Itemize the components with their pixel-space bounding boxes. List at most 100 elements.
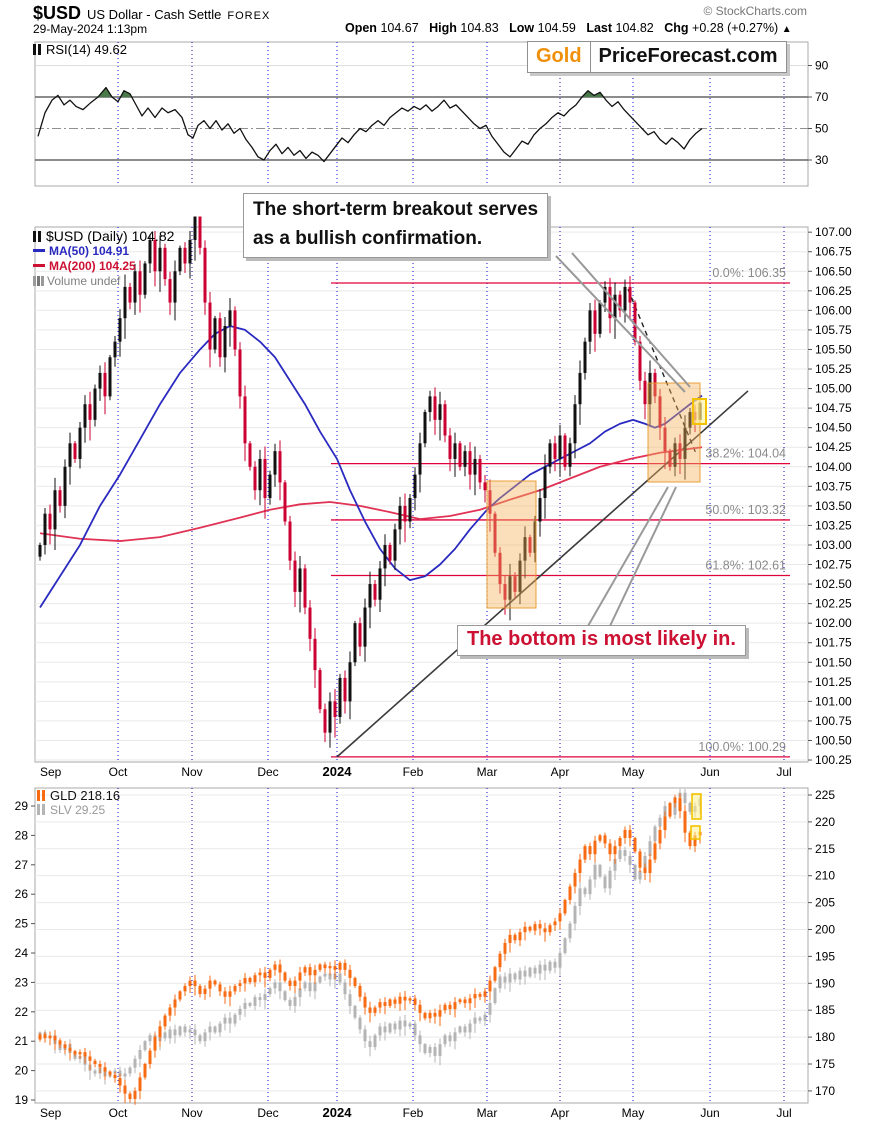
svg-text:24: 24 (15, 946, 29, 960)
svg-text:190: 190 (815, 976, 835, 990)
up-arrow-icon: ▲ (781, 24, 792, 35)
svg-text:Feb: Feb (403, 765, 424, 779)
chg-value: +0.28 (+0.27%) (692, 21, 779, 35)
svg-text:103.50: 103.50 (815, 499, 852, 513)
svg-text:2024: 2024 (323, 1105, 353, 1120)
volume-label: Volume undef (47, 274, 121, 288)
svg-text:104.00: 104.00 (815, 460, 852, 474)
slv-candle-icon (37, 804, 46, 815)
svg-text:22: 22 (15, 1005, 29, 1019)
svg-text:175: 175 (815, 1057, 835, 1071)
svg-text:19: 19 (15, 1093, 29, 1107)
breakout-annotation-line1: The short-term breakout serves (253, 199, 539, 220)
svg-text:210: 210 (815, 869, 835, 883)
breakout-annotation: The short-term breakout serves as a bull… (243, 193, 549, 258)
svg-text:23: 23 (15, 975, 29, 989)
svg-text:106.25: 106.25 (815, 284, 852, 298)
svg-text:105.25: 105.25 (815, 362, 852, 376)
svg-text:170: 170 (815, 1084, 835, 1098)
svg-text:106.00: 106.00 (815, 303, 852, 317)
rsi-legend-label: RSI(14) 49.62 (46, 42, 127, 57)
main-legend: $USD (Daily) 104.82 MA(50) 104.91 MA(200… (33, 229, 174, 289)
main-right-axis: 107.00 106.75 106.50 106.25 106.00 105.75 105.… (808, 225, 852, 767)
svg-text:103.75: 103.75 (815, 479, 852, 493)
main-legend-title: $USD (Daily) 104.82 (33, 229, 174, 244)
svg-text:101.00: 101.00 (815, 694, 852, 708)
svg-text:0.0%: 106.35: 0.0%: 106.35 (712, 266, 786, 280)
slv-legend: SLV 29.25 (37, 803, 120, 817)
svg-text:Apr: Apr (551, 1106, 570, 1120)
svg-text:Nov: Nov (181, 1106, 202, 1120)
svg-text:May: May (622, 765, 645, 779)
svg-text:104.25: 104.25 (815, 440, 852, 454)
svg-text:Jun: Jun (700, 1106, 719, 1120)
svg-text:2024: 2024 (323, 764, 353, 779)
svg-text:180: 180 (815, 1030, 835, 1044)
svg-text:100.50: 100.50 (815, 733, 852, 747)
candlestick-icon (33, 231, 42, 242)
svg-text:100.25: 100.25 (815, 753, 852, 767)
volume-legend: Volume undef (33, 274, 174, 289)
open-label: Open (345, 21, 377, 35)
svg-text:195: 195 (815, 949, 835, 963)
svg-text:30: 30 (815, 153, 829, 167)
month-axis: Sep Sep Oct Oct Nov Nov Dec Dec 2024 2024 Feb Feb Ma… (40, 764, 792, 1120)
quote-datetime: 29-May-2024 1:13pm (33, 22, 148, 36)
gld-label: GLD 218.16 (50, 788, 121, 803)
svg-text:90: 90 (815, 59, 829, 73)
svg-text:Dec: Dec (257, 765, 278, 779)
bottom-panel: 225 220 215 210 205 200 195 190 185 180 175 170 29 28… (15, 788, 836, 1107)
svg-text:Oct: Oct (109, 1106, 128, 1120)
svg-text:May: May (622, 1106, 645, 1120)
high-value: 104.83 (460, 21, 499, 35)
svg-text:Dec: Dec (257, 1106, 278, 1120)
chart-title: $USD US Dollar - Cash Settle FOREX (33, 3, 270, 24)
ma50-line-icon (33, 249, 45, 252)
svg-text:Nov: Nov (181, 765, 202, 779)
svg-text:103.25: 103.25 (815, 518, 852, 532)
exchange-label: FOREX (227, 10, 271, 22)
svg-text:Feb: Feb (403, 1106, 424, 1120)
svg-text:103.00: 103.00 (815, 538, 852, 552)
ticker-description: US Dollar - Cash Settle (87, 7, 222, 22)
svg-text:26: 26 (15, 887, 29, 901)
svg-text:20: 20 (15, 1064, 29, 1078)
svg-text:185: 185 (815, 1003, 835, 1017)
quote-summary: Open 104.67 High 104.83 Low 104.59 Last … (345, 21, 792, 35)
month-gridlines (117, 42, 785, 1103)
gld-candle-icon (37, 790, 46, 801)
logo-gold-text: Gold (528, 42, 591, 72)
svg-text:100.75: 100.75 (815, 714, 852, 728)
candlestick-icon (33, 44, 42, 55)
svg-text:Mar: Mar (477, 1106, 498, 1120)
logo-rest-text: PriceForecast.com (598, 45, 778, 67)
svg-text:102.00: 102.00 (815, 616, 852, 630)
ma200-line-icon (33, 264, 45, 267)
bottom-annotation-text: The bottom is most likely in. (467, 628, 736, 650)
svg-text:106.75: 106.75 (815, 245, 852, 259)
last-value: 104.82 (615, 21, 654, 35)
low-value: 104.59 (537, 21, 576, 35)
slv-label: SLV 29.25 (50, 803, 106, 817)
svg-text:21: 21 (15, 1034, 29, 1048)
svg-text:27: 27 (15, 858, 29, 872)
main-panel: 0.0%: 106.35 38.2%: 104.04 50.0%: 103.32 61… (38, 216, 790, 758)
svg-text:220: 220 (815, 815, 835, 829)
ma50-legend: MA(50) 104.91 (33, 244, 174, 259)
svg-text:61.8%: 102.61: 61.8%: 102.61 (705, 558, 786, 572)
bottom-legend: GLD 218.16 SLV 29.25 (37, 789, 120, 817)
svg-text:101.25: 101.25 (815, 675, 852, 689)
svg-text:215: 215 (815, 842, 835, 856)
svg-text:205: 205 (815, 896, 835, 910)
annotation-pointers (555, 252, 691, 627)
copyright-label: © StockCharts.com (703, 4, 807, 18)
gld-legend: GLD 218.16 (37, 789, 120, 803)
bottom-annotation: The bottom is most likely in. (457, 625, 746, 656)
ma50-label: MA(50) 104.91 (49, 244, 130, 258)
svg-text:Apr: Apr (551, 765, 570, 779)
svg-text:100.0%: 100.29: 100.0%: 100.29 (698, 740, 786, 754)
svg-text:29: 29 (15, 799, 29, 813)
svg-text:101.75: 101.75 (815, 636, 852, 650)
svg-text:Sep: Sep (40, 765, 62, 779)
